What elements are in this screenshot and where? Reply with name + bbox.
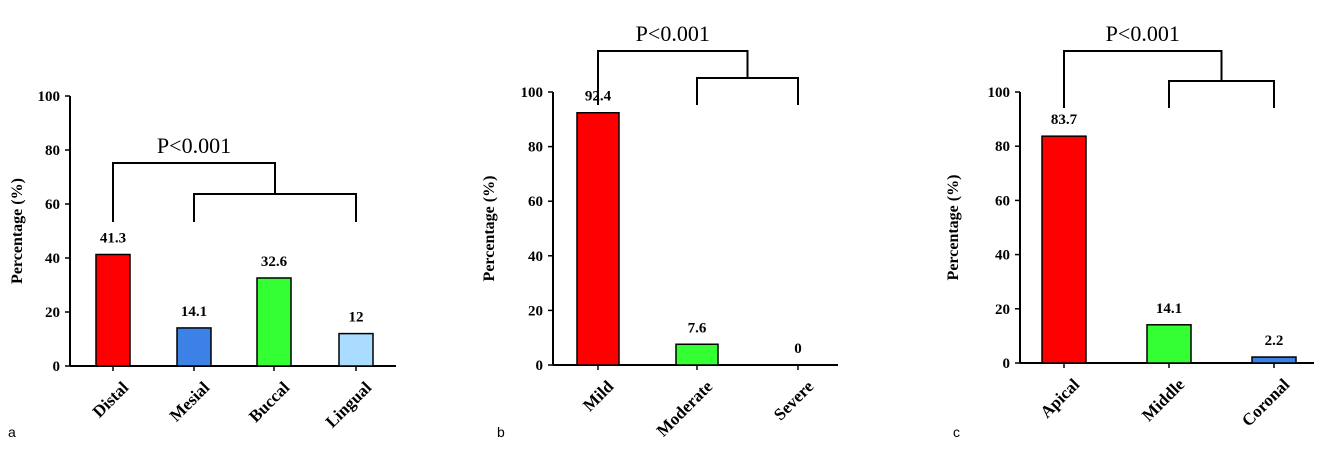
data-label-moderate: 7.6 <box>688 320 707 336</box>
y-tick-label: 40 <box>995 248 1010 264</box>
y-tick-label: 0 <box>1003 356 1011 372</box>
bar-mesial <box>176 327 212 367</box>
y-tick-label: 60 <box>45 197 60 213</box>
chart-panel-c: 0 20 40 60 80 100 Percentage (%) 83.7 Apical 14.1… <box>945 21 1314 440</box>
y-tick-label: 40 <box>528 249 543 265</box>
y-axis-label: Percentage (%) <box>9 178 26 284</box>
y-tick-label: 0 <box>53 359 61 375</box>
bar-moderate <box>675 343 719 366</box>
significance-bracket <box>597 50 799 105</box>
y-tick-label: 60 <box>995 193 1010 209</box>
significance-label: P<0.001 <box>1106 21 1180 46</box>
category-label-coronal: Coronal <box>1238 375 1293 430</box>
panel-label: c <box>953 424 960 440</box>
category-label-distal: Distal <box>89 378 133 422</box>
bar-buccal <box>256 277 292 367</box>
category-label-buccal: Buccal <box>245 378 293 426</box>
y-axis-label: Percentage (%) <box>481 176 498 282</box>
significance-label: P<0.001 <box>157 133 231 158</box>
bar-distal <box>95 253 131 367</box>
data-label-mesial: 14.1 <box>181 304 207 320</box>
y-tick-label: 60 <box>528 194 543 210</box>
bar-apical <box>1041 135 1087 364</box>
y-tick-label: 20 <box>45 305 60 321</box>
y-tick-label: 100 <box>38 89 61 105</box>
category-label-mesial: Mesial <box>166 378 214 426</box>
data-label-coronal: 2.2 <box>1265 333 1284 349</box>
data-label-severe: 0 <box>794 341 802 357</box>
bar-middle <box>1146 324 1192 364</box>
panel-label: b <box>497 424 505 440</box>
bar-coronal <box>1251 356 1297 364</box>
category-label-moderate: Moderate <box>653 377 717 441</box>
category-label-mild: Mild <box>579 376 618 415</box>
significance-bracket <box>112 162 357 222</box>
chart-panel-a: 0 20 40 60 80 100 Percentage (%) 41.3 Distal 14.1… <box>8 89 396 440</box>
data-label-middle: 14.1 <box>1156 301 1182 317</box>
category-label-severe: Severe <box>770 377 818 425</box>
y-tick-label: 80 <box>995 139 1010 155</box>
y-tick-label: 80 <box>45 143 60 159</box>
data-label-lingual: 12 <box>349 310 364 326</box>
bar-mild <box>576 111 620 366</box>
panel-label: a <box>8 424 16 440</box>
y-tick-label: 80 <box>528 140 543 156</box>
bar-lingual <box>338 332 374 367</box>
y-tick-label: 40 <box>45 251 60 267</box>
y-axis-label: Percentage (%) <box>945 175 962 281</box>
y-tick-label: 100 <box>988 85 1011 101</box>
data-label-apical: 83.7 <box>1051 112 1078 128</box>
y-tick-label: 0 <box>536 358 544 374</box>
category-label-middle: Middle <box>1138 375 1188 425</box>
y-tick-label: 20 <box>528 303 543 319</box>
significance-bracket <box>1063 50 1275 108</box>
data-label-buccal: 32.6 <box>261 254 288 270</box>
y-tick-label: 20 <box>995 302 1010 318</box>
category-label-lingual: Lingual <box>322 378 376 432</box>
significance-label: P<0.001 <box>636 21 710 46</box>
y-tick-label: 100 <box>521 85 544 101</box>
category-label-apical: Apical <box>1036 375 1083 422</box>
data-label-distal: 41.3 <box>100 230 126 246</box>
